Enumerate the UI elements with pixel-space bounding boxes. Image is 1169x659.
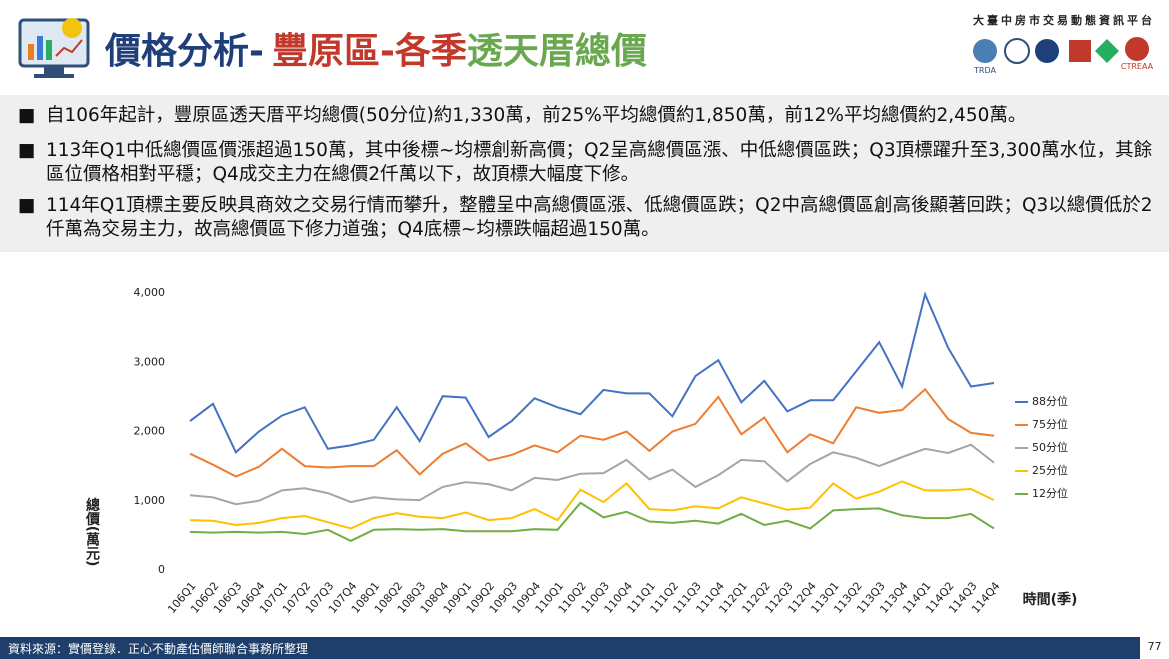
y-axis-label: 總價(萬元) — [84, 497, 101, 566]
notes-box: ■ 自106年起計，豐原區透天厝平均總價(50分位)約1,330萬，前25%平均總… — [0, 95, 1169, 252]
x-axis-label: 時間(季) — [1023, 591, 1078, 608]
legend-label: 75分位 — [1032, 417, 1068, 431]
title-part: 價格分析- — [105, 31, 264, 72]
y-tick-label: 2,000 — [134, 425, 166, 438]
logo-text: CTREAA — [1121, 62, 1154, 71]
y-tick-label: 3,000 — [134, 355, 166, 368]
platform-name: 大臺中房市交易動態資訊平台 — [973, 14, 1155, 27]
footer: 資料來源：實價登錄．正心不動產估價師聯合事務所整理 — [0, 637, 1140, 659]
note-text: 114年Q1頂標主要反映具商效之交易行情而攀升，整體呈中高總價區漲、低總價區跌；… — [46, 195, 1153, 240]
note: ■ 113年Q1中低總價區價漲超過150萬，其中後標~均標創新高價；Q2呈高總價區… — [18, 139, 1156, 187]
legend-label: 12分位 — [1032, 486, 1068, 500]
series-line — [189, 291, 995, 454]
title: 價格分析- 豐原區-各季透天厝總價 — [105, 22, 647, 74]
legend-label: 50分位 — [1032, 440, 1068, 454]
note: ■ 114年Q1頂標主要反映具商效之交易行情而攀升，整體呈中高總價區漲、低總價區跌… — [18, 194, 1156, 242]
series-line — [189, 387, 995, 478]
source: 資料來源：實價登錄．正心不動產估價師聯合事務所整理 — [8, 642, 309, 656]
header-icon — [18, 18, 90, 78]
note-text: 自106年起計，豐原區透天厝平均總價(50分位)約1,330萬，前25%平均總價… — [46, 105, 1027, 126]
series-line — [189, 501, 995, 543]
chart: 總價(萬元) 時間(季) 01,0002,0003,0004,000106Q11… — [84, 286, 1078, 616]
series-line — [189, 480, 995, 530]
logo-text: TRDA — [973, 66, 996, 75]
legend-label: 25分位 — [1032, 463, 1068, 477]
y-tick-label: 0 — [158, 563, 165, 576]
page-number: 77 — [1147, 640, 1162, 653]
title-part: 透天厝總價 — [466, 31, 647, 72]
logos: TRDA CTREAA — [973, 37, 1154, 75]
y-tick-label: 4,000 — [134, 286, 166, 299]
legend-label: 88分位 — [1032, 394, 1068, 408]
y-tick-label: 1,000 — [134, 494, 166, 507]
title-part: 豐原區-各季 — [271, 31, 467, 72]
note: ■ 自106年起計，豐原區透天厝平均總價(50分位)約1,330萬，前25%平均總… — [18, 104, 1156, 128]
series-line — [189, 443, 995, 506]
note-text: 113年Q1中低總價區價漲超過150萬，其中後標~均標創新高價；Q2呈高總價區漲… — [46, 140, 1153, 185]
